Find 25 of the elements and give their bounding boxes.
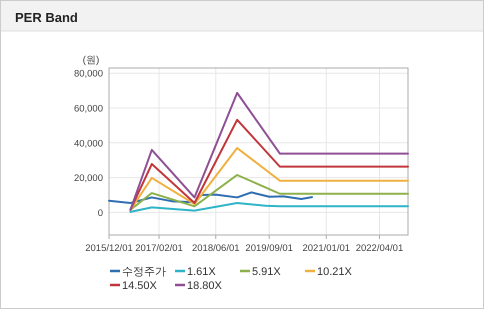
line-series <box>129 92 409 211</box>
x-tick-label: 2019/09/01 <box>245 243 293 254</box>
legend-label: 10.21X <box>317 266 353 278</box>
y-tick-label: 0 <box>98 208 103 219</box>
x-tick-label: 2018/06/01 <box>192 243 240 254</box>
y-axis-title: (원) <box>82 55 100 66</box>
line-series <box>129 202 409 213</box>
x-tick-label: 2017/02/01 <box>135 243 183 254</box>
x-tick-label: 2022/04/01 <box>356 243 404 254</box>
legend-label: 18.80X <box>187 280 223 292</box>
legend-label: 1.61X <box>187 266 216 278</box>
line-series <box>129 147 409 211</box>
y-tick-label: 20,000 <box>74 173 103 184</box>
x-tick-label: 2021/01/01 <box>302 243 350 254</box>
y-tick-label: 80,000 <box>74 68 103 80</box>
line-series <box>129 174 409 211</box>
y-tick-label: 60,000 <box>74 104 103 115</box>
line-series <box>129 118 409 211</box>
legend-label: 14.50X <box>122 280 158 292</box>
x-tick-label: 2015/12/01 <box>85 243 133 254</box>
chart-title: PER Band <box>15 10 78 25</box>
legend-label: 수정주가 <box>122 266 166 278</box>
line-series <box>108 191 313 204</box>
y-tick-label: 40,000 <box>74 138 103 150</box>
legend-label: 5.91X <box>252 266 282 278</box>
